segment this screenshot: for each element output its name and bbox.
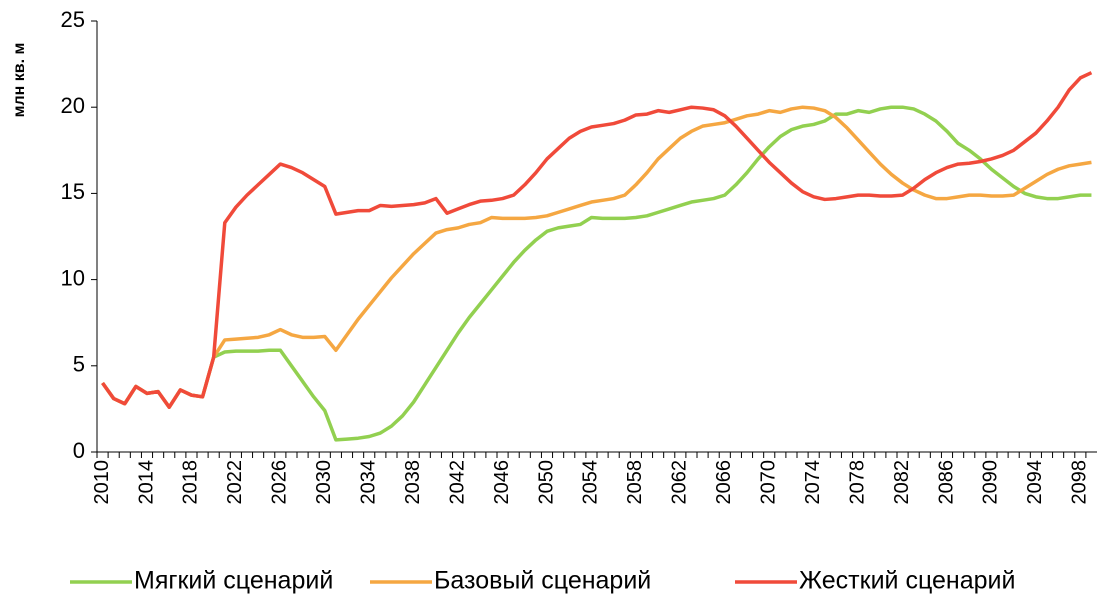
x-tick-label: 2014 [135,460,157,505]
x-tick-label: 2090 [980,460,1002,505]
y-tick-label: 0 [73,438,85,463]
x-tick-label: 2074 [802,460,824,505]
y-tick-label: 15 [61,179,85,204]
x-tick-label: 2062 [669,460,691,505]
x-tick-label: 2054 [580,460,602,505]
x-tick-label: 2070 [758,460,780,505]
series-line [101,71,1093,409]
x-tick-label: 2026 [269,460,291,505]
y-tick-label: 25 [61,7,85,32]
x-tick-label: 2042 [446,460,468,505]
y-tick-label: 20 [61,93,85,118]
x-tick-label: 2030 [313,460,335,505]
x-tick-label: 2086 [935,460,957,505]
x-tick-label: 2094 [1024,460,1046,505]
y-axis-label: млн кв. м [11,43,28,118]
legend-label: Мягкий сценарий [134,567,333,595]
x-tick-label: 2010 [91,460,113,505]
y-tick-label: 10 [61,265,85,290]
x-tick-label: 2050 [535,460,557,505]
y-tick-label: 5 [73,352,85,377]
x-tick-label: 2034 [358,460,380,505]
x-tick-label: 2046 [491,460,513,505]
x-tick-label: 2018 [180,460,202,505]
x-tick-label: 2022 [224,460,246,505]
x-tick-label: 2082 [891,460,913,505]
x-tick-label: 2058 [624,460,646,505]
x-tick-label: 2066 [713,460,735,505]
legend-label: Базовый сценарий [434,567,651,595]
series-line [101,105,1092,409]
x-tick-label: 2078 [846,460,868,505]
legend-label: Жесткий сценарий [799,567,1015,595]
x-tick-label: 2098 [1069,460,1091,505]
x-tick-label: 2038 [402,460,424,505]
series-line [101,105,1092,442]
